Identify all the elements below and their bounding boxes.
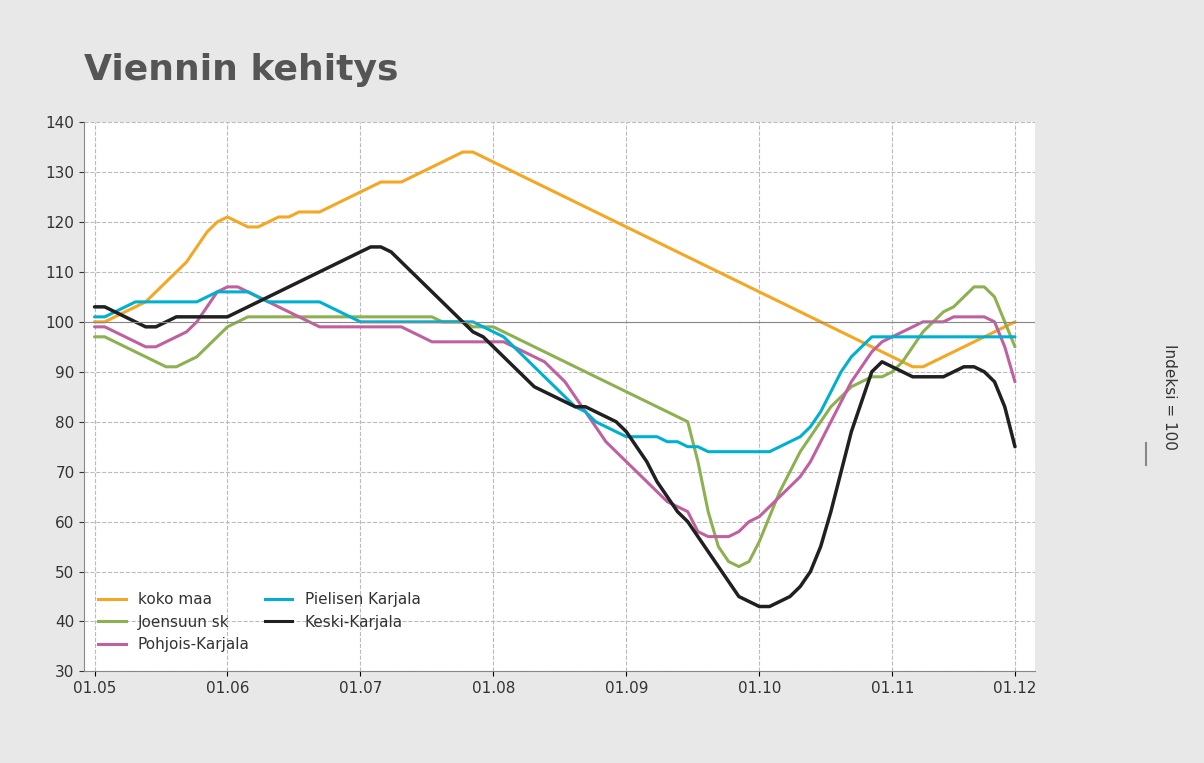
Legend: koko maa, Joensuun sk, Pohjois-Karjala, Pielisen Karjala, Keski-Karjala: koko maa, Joensuun sk, Pohjois-Karjala, …	[92, 586, 426, 658]
Text: Indeksi = 100: Indeksi = 100	[1162, 344, 1176, 449]
Text: Viennin kehitys: Viennin kehitys	[84, 53, 399, 88]
